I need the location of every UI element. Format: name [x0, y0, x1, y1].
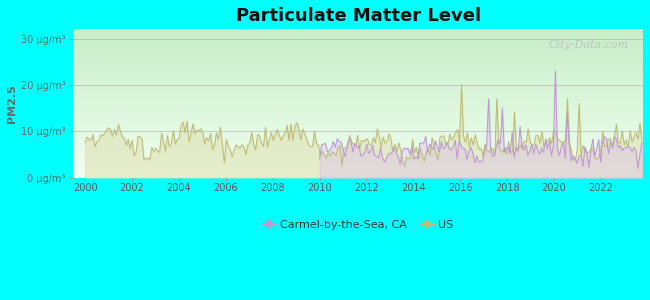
Legend: Carmel-by-the-Sea, CA, US: Carmel-by-the-Sea, CA, US — [258, 215, 458, 234]
Text: City-Data.com: City-Data.com — [549, 40, 629, 50]
Y-axis label: PM2.5: PM2.5 — [7, 84, 17, 123]
Title: Particulate Matter Level: Particulate Matter Level — [236, 7, 481, 25]
